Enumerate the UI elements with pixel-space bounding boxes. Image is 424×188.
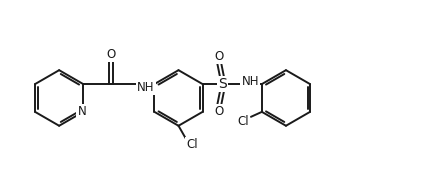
Text: Cl: Cl	[187, 138, 198, 151]
Text: Cl: Cl	[237, 115, 249, 128]
Text: O: O	[106, 48, 116, 61]
Text: NH: NH	[137, 80, 154, 94]
Text: O: O	[215, 50, 224, 63]
Text: S: S	[218, 77, 227, 91]
Text: NH: NH	[241, 75, 259, 88]
Text: O: O	[215, 105, 224, 118]
Text: N: N	[78, 105, 86, 118]
